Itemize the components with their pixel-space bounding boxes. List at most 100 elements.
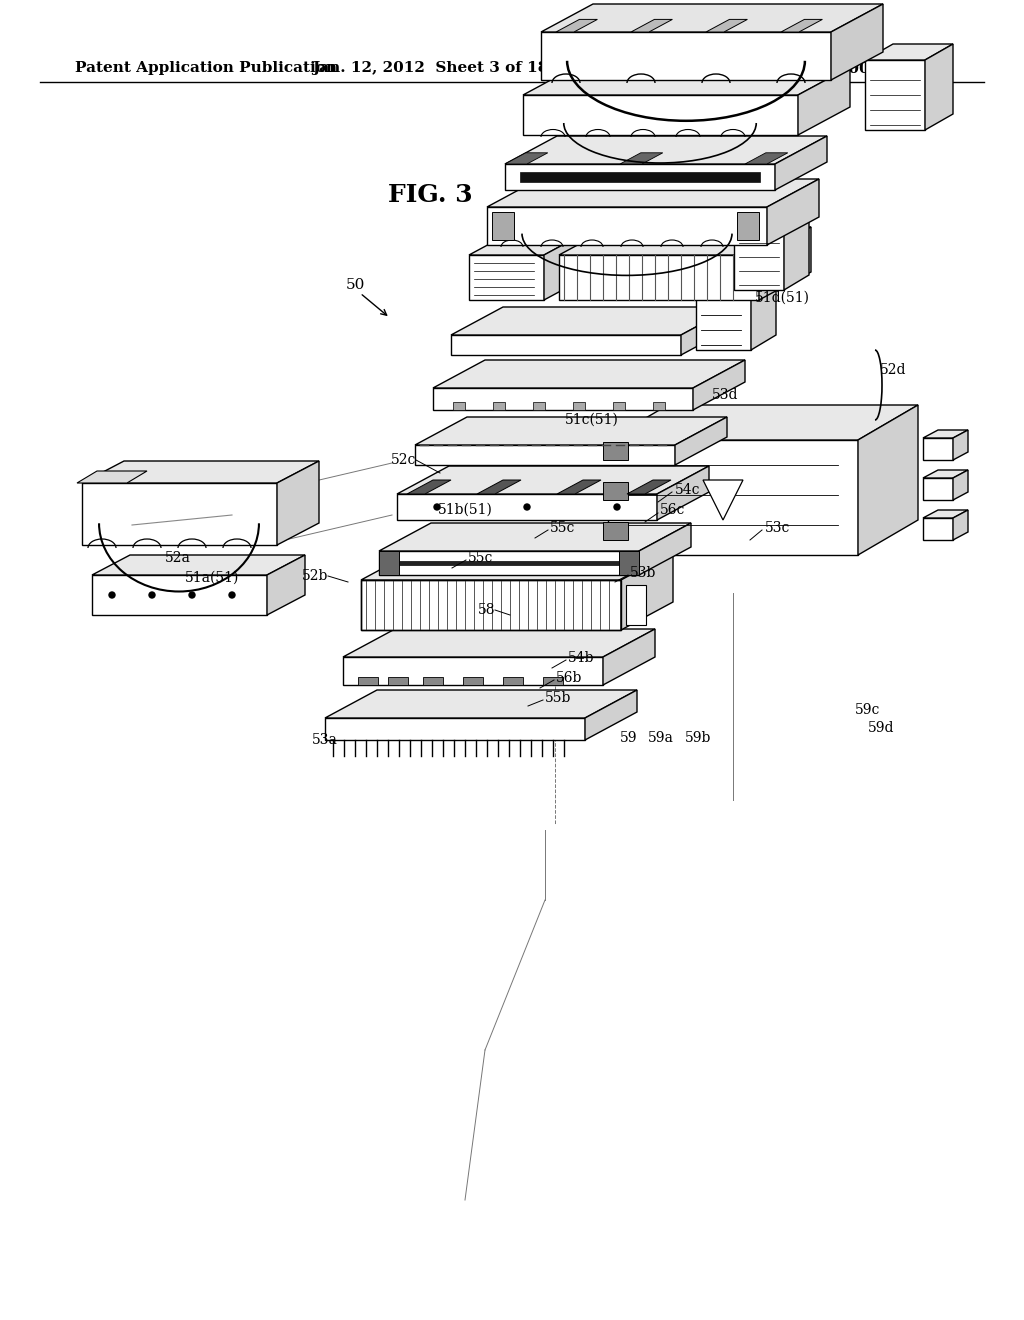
Polygon shape <box>358 677 378 685</box>
Polygon shape <box>325 690 637 718</box>
Polygon shape <box>379 550 639 576</box>
Polygon shape <box>745 153 787 164</box>
Polygon shape <box>451 308 733 335</box>
Polygon shape <box>923 517 953 540</box>
Polygon shape <box>657 466 709 520</box>
Polygon shape <box>92 576 267 615</box>
Polygon shape <box>734 210 809 224</box>
Text: FIG. 3: FIG. 3 <box>388 183 472 207</box>
Polygon shape <box>923 438 953 459</box>
Polygon shape <box>534 403 545 411</box>
Polygon shape <box>653 403 665 411</box>
Polygon shape <box>751 275 776 350</box>
Polygon shape <box>379 550 399 576</box>
Polygon shape <box>451 335 681 355</box>
Text: 59c: 59c <box>855 704 881 717</box>
Text: 52b: 52b <box>302 569 328 583</box>
Circle shape <box>614 504 620 510</box>
Polygon shape <box>415 417 727 445</box>
Polygon shape <box>433 388 693 411</box>
Polygon shape <box>505 153 548 164</box>
Polygon shape <box>407 480 451 494</box>
Text: 56b: 56b <box>556 671 583 685</box>
Text: 53b: 53b <box>630 566 656 579</box>
Polygon shape <box>541 32 831 81</box>
Polygon shape <box>923 430 968 438</box>
Polygon shape <box>706 20 748 32</box>
Polygon shape <box>798 67 850 135</box>
Polygon shape <box>361 552 673 579</box>
Text: 55b: 55b <box>545 690 571 705</box>
Text: 52c: 52c <box>390 453 416 467</box>
Circle shape <box>150 591 155 598</box>
Polygon shape <box>487 207 767 246</box>
Polygon shape <box>631 20 673 32</box>
Polygon shape <box>734 224 784 290</box>
Polygon shape <box>925 44 953 129</box>
Text: 51a(51): 51a(51) <box>185 572 240 585</box>
Polygon shape <box>523 95 798 135</box>
Polygon shape <box>608 440 858 554</box>
Polygon shape <box>423 677 443 685</box>
Polygon shape <box>618 550 639 576</box>
Polygon shape <box>397 494 657 520</box>
Text: 56c: 56c <box>660 503 685 517</box>
Text: 53c: 53c <box>765 521 791 535</box>
Text: 59d: 59d <box>868 721 895 735</box>
Polygon shape <box>953 430 968 459</box>
Circle shape <box>524 504 530 510</box>
Polygon shape <box>559 227 811 255</box>
Polygon shape <box>681 308 733 355</box>
Polygon shape <box>621 552 673 630</box>
Polygon shape <box>858 405 918 554</box>
Text: 52d: 52d <box>880 363 906 378</box>
Polygon shape <box>325 718 585 741</box>
Polygon shape <box>267 554 305 615</box>
Polygon shape <box>831 4 883 81</box>
Polygon shape <box>492 213 514 240</box>
Text: 58: 58 <box>477 603 495 616</box>
Polygon shape <box>415 445 675 465</box>
Polygon shape <box>603 521 628 540</box>
Polygon shape <box>613 403 625 411</box>
Polygon shape <box>693 360 745 411</box>
Polygon shape <box>469 227 596 255</box>
Polygon shape <box>379 523 691 550</box>
Polygon shape <box>463 677 483 685</box>
Polygon shape <box>487 180 819 207</box>
Polygon shape <box>493 403 505 411</box>
Polygon shape <box>865 44 953 59</box>
Polygon shape <box>505 136 827 164</box>
Polygon shape <box>556 20 597 32</box>
Polygon shape <box>675 417 727 465</box>
Polygon shape <box>278 461 319 545</box>
Polygon shape <box>469 255 544 300</box>
Text: 54c: 54c <box>675 483 700 498</box>
Polygon shape <box>923 470 968 478</box>
Polygon shape <box>361 579 621 630</box>
Text: 50: 50 <box>345 279 365 292</box>
Polygon shape <box>453 403 465 411</box>
Polygon shape <box>388 677 408 685</box>
Polygon shape <box>433 360 745 388</box>
Text: 59a: 59a <box>648 731 674 744</box>
Polygon shape <box>639 523 691 576</box>
Polygon shape <box>923 478 953 500</box>
Polygon shape <box>557 480 601 494</box>
Polygon shape <box>543 677 563 685</box>
Polygon shape <box>397 466 709 494</box>
Polygon shape <box>626 585 646 624</box>
Text: 51b(51): 51b(51) <box>438 503 493 517</box>
Polygon shape <box>559 255 759 300</box>
Polygon shape <box>77 471 147 483</box>
Polygon shape <box>703 480 743 520</box>
Text: 52a: 52a <box>165 550 190 565</box>
Polygon shape <box>953 510 968 540</box>
Text: Jan. 12, 2012  Sheet 3 of 18: Jan. 12, 2012 Sheet 3 of 18 <box>312 61 548 75</box>
Polygon shape <box>573 403 585 411</box>
Polygon shape <box>603 442 628 459</box>
Polygon shape <box>784 210 809 290</box>
Polygon shape <box>82 483 278 545</box>
Text: 55c: 55c <box>468 550 494 565</box>
Circle shape <box>434 504 440 510</box>
